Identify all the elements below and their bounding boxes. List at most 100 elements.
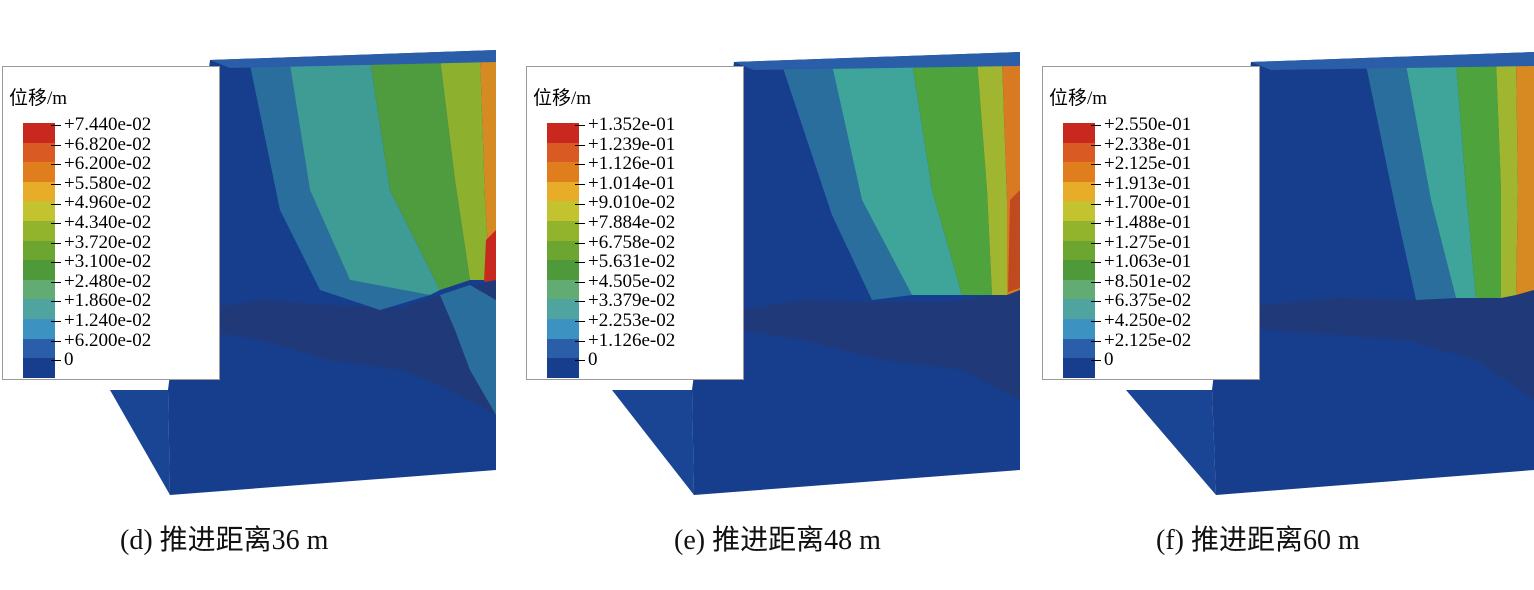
legend-tick (51, 183, 61, 185)
legend-swatch (547, 181, 579, 202)
legend-title: 位移/m (9, 88, 68, 109)
legend-value-text: +7.440e-02 (64, 114, 152, 135)
legend-value-text: +9.010e-02 (588, 192, 676, 214)
panel-f: 位移/m +2.550e-01 +2.338e-01 +2.125e-01 +1.91… (1036, 0, 1534, 590)
legend-value-text: +6.820e-02 (64, 133, 152, 155)
legend-value-text: +1.700e-01 (1104, 192, 1192, 214)
displacement-contour-model (1126, 52, 1534, 495)
legend-value-text: +2.338e-01 (1104, 133, 1192, 155)
legend-tick (51, 340, 61, 342)
legend-swatch (1063, 299, 1095, 319)
legend-value: 0 (1091, 349, 1191, 371)
color-legend: 位移/m +1.352e-01 +1.239e-01 +1.126e-01 +1.01… (526, 66, 744, 380)
legend-value: +1.239e-01 (575, 133, 676, 155)
legend-tick (51, 262, 61, 264)
legend-swatch (1063, 318, 1095, 339)
legend-value: +1.700e-01 (1091, 192, 1192, 214)
legend-swatch (1063, 201, 1095, 221)
legend-value-text: +1.275e-01 (1104, 231, 1192, 253)
panel-caption: (d) 推进距离36 m (120, 525, 329, 556)
legend-value: +1.126e-01 (575, 154, 675, 174)
legend-title: 位移/m (1049, 88, 1108, 109)
legend-value: +5.580e-02 (51, 173, 151, 194)
legend-value: +7.884e-02 (575, 213, 675, 233)
panel-caption: (f) 推进距离60 m (1156, 525, 1360, 556)
legend-tick (575, 203, 585, 205)
legend-value: 0 (575, 349, 675, 371)
legend-value: +3.720e-02 (51, 232, 151, 253)
legend-value: +6.200e-02 (51, 329, 152, 351)
legend-tick (51, 281, 61, 283)
legend-value-text: +5.631e-02 (588, 251, 676, 273)
legend-value-text: +4.250e-02 (1104, 309, 1192, 331)
legend-swatch (23, 201, 55, 221)
legend-value: +8.501e-02 (1091, 270, 1192, 292)
legend-value-text: +2.125e-02 (1104, 329, 1192, 351)
legend-swatch (1063, 220, 1095, 241)
legend-value: +2.338e-01 (1091, 133, 1192, 155)
legend-value: +1.275e-01 (1091, 231, 1192, 253)
legend-tick (1091, 183, 1101, 185)
legend-value: +4.340e-02 (51, 211, 152, 233)
legend-swatch (547, 260, 579, 280)
legend-value-text: +4.340e-02 (64, 211, 152, 233)
legend-swatch (547, 201, 579, 221)
legend-tick (575, 340, 585, 342)
legend-tick (1091, 164, 1101, 166)
legend-swatch (547, 240, 579, 261)
legend-swatch (23, 358, 55, 378)
legend-value-text: +1.860e-02 (64, 290, 152, 312)
legend-value-text: +6.200e-02 (64, 329, 152, 351)
legend-value: +1.240e-02 (51, 309, 152, 331)
legend-value-text: +1.913e-01 (1104, 172, 1192, 194)
legend-swatch (1063, 338, 1095, 359)
legend-value-text: +1.352e-01 (588, 114, 676, 135)
legend-tick (1091, 281, 1101, 283)
legend-value-text: +2.125e-01 (1104, 153, 1192, 175)
legend-value-text: +1.014e-01 (588, 172, 676, 194)
legend-swatch (23, 142, 55, 163)
legend-value-text: +4.505e-02 (588, 270, 676, 292)
legend-swatch (1063, 142, 1095, 163)
legend-tick (1091, 321, 1101, 323)
legend-tick (1091, 301, 1101, 303)
legend-swatch (547, 318, 579, 339)
legend-tick (51, 125, 61, 127)
legend-swatch (547, 142, 579, 163)
legend-tick (51, 164, 61, 166)
legend-value: +6.820e-02 (51, 133, 152, 155)
legend-swatch (23, 240, 55, 261)
displacement-contour-model (110, 50, 496, 495)
legend-tick (575, 360, 585, 362)
legend-swatch (547, 220, 579, 241)
legend-value: +3.100e-02 (51, 252, 151, 272)
legend-value-text: +1.063e-01 (1104, 251, 1192, 273)
legend-labels: +1.352e-01 +1.239e-01 +1.126e-01 +1.014e-01… (575, 114, 676, 371)
legend-value-text: 0 (1104, 349, 1114, 371)
legend-value-text: +8.501e-02 (1104, 270, 1192, 292)
legend-value-text: +1.239e-01 (588, 133, 676, 155)
legend-swatch (547, 338, 579, 359)
legend-value-text: 0 (588, 349, 598, 371)
legend-value: +2.550e-01 (1091, 115, 1191, 135)
legend-swatch (1063, 181, 1095, 202)
legend-swatch (23, 338, 55, 359)
color-legend: 位移/m +7.440e-02 +6.820e-02 +6.200e-02 +5.58… (2, 66, 220, 380)
legend-color-bar (23, 123, 55, 378)
legend-value-text: +1.240e-02 (64, 309, 152, 331)
displacement-contour-model (612, 52, 1020, 495)
legend-value-text: +6.200e-02 (64, 153, 152, 175)
legend-value: +9.010e-02 (575, 192, 676, 214)
legend-tick (575, 262, 585, 264)
legend-value: +4.960e-02 (51, 192, 152, 214)
legend-value: +4.250e-02 (1091, 309, 1192, 331)
legend-tick (575, 125, 585, 127)
legend-value: +1.352e-01 (575, 114, 676, 135)
legend-value: +2.125e-01 (1091, 153, 1192, 175)
legend-tick (1091, 144, 1101, 146)
legend-value-text: +4.960e-02 (64, 192, 152, 214)
legend-tick (1091, 262, 1101, 264)
legend-tick (575, 242, 585, 244)
legend-swatch (23, 220, 55, 241)
legend-tick (51, 360, 61, 362)
